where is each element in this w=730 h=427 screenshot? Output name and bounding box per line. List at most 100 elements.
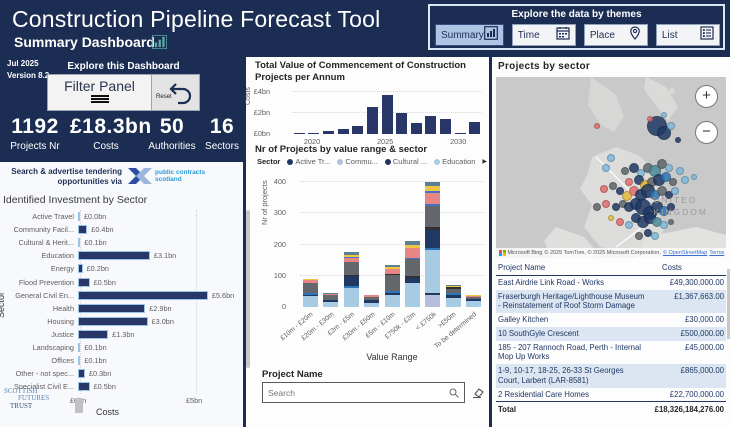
stacked-bar[interactable] <box>445 285 461 307</box>
openstreetmap-link[interactable]: © OpenStreetMap <box>662 250 708 256</box>
filter-panel-button[interactable]: Filter Panel <box>47 74 152 111</box>
project-bubble[interactable] <box>620 167 629 176</box>
sector-bar[interactable] <box>78 238 81 248</box>
projects-map[interactable]: UNITED KINGDOM + − Microsoft Bing © 2025… <box>496 77 726 258</box>
annual-bar[interactable] <box>410 122 422 134</box>
table-row[interactable]: Fraserburgh Heritage/Lighthouse Museum -… <box>496 289 726 314</box>
project-bubble[interactable] <box>616 187 625 196</box>
project-bubble[interactable] <box>625 177 634 186</box>
sector-bar[interactable] <box>78 225 88 235</box>
theme-button-place[interactable]: Place <box>583 24 648 46</box>
project-bubble[interactable] <box>611 203 620 212</box>
stacked-bar[interactable] <box>323 292 339 307</box>
project-bubble[interactable] <box>594 122 601 129</box>
annual-bar[interactable] <box>439 119 451 134</box>
stacked-bar[interactable] <box>302 278 318 307</box>
project-bubble[interactable] <box>625 221 634 230</box>
annual-bar[interactable] <box>352 125 364 134</box>
project-bubble[interactable] <box>667 218 674 225</box>
annual-bar[interactable] <box>366 107 378 134</box>
sector-bar[interactable] <box>78 264 83 274</box>
table-row[interactable]: East Airdrie Link Road - Works £49,300,00… <box>496 276 726 290</box>
vertical-scrollbar[interactable] <box>246 210 250 368</box>
legend-item[interactable]: Cultural ... <box>384 157 427 166</box>
project-bubble[interactable] <box>600 185 609 194</box>
legend-item[interactable]: Active Tr... <box>287 157 330 166</box>
sector-bar[interactable] <box>78 329 109 339</box>
sector-bar[interactable] <box>78 212 80 222</box>
theme-button-list[interactable]: List <box>655 24 720 46</box>
stacked-bar[interactable] <box>343 252 359 307</box>
stacked-bar[interactable] <box>384 264 400 307</box>
sector-bar[interactable] <box>78 303 146 313</box>
chart-scrollbar-handle[interactable] <box>75 398 83 413</box>
table-header[interactable]: Project Name Costs <box>496 261 726 276</box>
project-bubble[interactable] <box>634 232 643 241</box>
project-bubble[interactable] <box>656 126 671 141</box>
terms-link[interactable]: Terms <box>709 250 725 256</box>
search-icon[interactable] <box>449 388 459 398</box>
project-bubble[interactable] <box>680 176 689 185</box>
legend-item[interactable]: Commu... <box>337 157 378 166</box>
project-bubble[interactable] <box>608 215 614 222</box>
sector-bar[interactable] <box>78 316 148 326</box>
annual-bar[interactable] <box>381 94 393 134</box>
project-bubble[interactable] <box>629 162 639 173</box>
project-bubble[interactable] <box>607 154 615 163</box>
project-bubble[interactable] <box>664 190 673 199</box>
reset-button[interactable]: Reset <box>152 74 200 111</box>
public-contracts-scotland-logo[interactable]: public contracts scotland <box>128 168 205 184</box>
project-bubble[interactable] <box>666 121 675 130</box>
theme-button-summary[interactable]: Summary <box>435 24 504 46</box>
stacked-bar[interactable] <box>364 294 380 307</box>
table-scrollbar[interactable] <box>727 269 730 339</box>
project-search-box[interactable] <box>262 382 465 403</box>
project-bubble[interactable] <box>690 173 697 180</box>
annual-bar[interactable] <box>308 133 320 134</box>
table-row[interactable]: Galley Kitchen £30,000.00 <box>496 313 726 327</box>
sector-bar[interactable] <box>78 277 90 287</box>
annual-bar[interactable] <box>454 133 466 134</box>
annual-bar[interactable] <box>425 115 437 134</box>
eraser-icon[interactable] <box>471 386 484 399</box>
project-bubble[interactable] <box>658 205 669 216</box>
zoom-in-button[interactable]: + <box>695 85 718 108</box>
table-row[interactable]: 2 Residential Care Homes £22,700,000.00 <box>496 388 726 402</box>
stacked-bar[interactable] <box>466 294 482 307</box>
project-bubble[interactable] <box>664 163 673 172</box>
project-bubble[interactable] <box>616 217 625 226</box>
table-row[interactable]: 185 - 207 Rannoch Road, Perth - Internal… <box>496 341 726 364</box>
search-input[interactable] <box>268 387 449 398</box>
theme-button-time[interactable]: Time <box>511 24 576 46</box>
sector-bar[interactable] <box>78 251 150 261</box>
legend-item[interactable]: Education <box>434 157 475 166</box>
sector-bar[interactable] <box>78 369 85 379</box>
annual-bar[interactable] <box>323 131 335 134</box>
table-row[interactable]: 10 SouthGyle Crescent £500,000.00 <box>496 326 726 341</box>
project-bubble[interactable] <box>609 181 618 190</box>
sector-bar[interactable] <box>78 342 81 352</box>
project-bubble[interactable] <box>659 221 668 230</box>
project-bubble[interactable] <box>650 232 659 241</box>
sector-bar[interactable] <box>78 356 81 366</box>
project-bubble[interactable] <box>661 171 672 182</box>
annual-bar[interactable] <box>396 113 408 134</box>
project-bubble[interactable] <box>602 199 611 208</box>
annual-bar[interactable] <box>469 121 481 134</box>
annual-bar[interactable] <box>337 129 349 134</box>
project-bubble[interactable] <box>674 137 681 144</box>
project-bubble[interactable] <box>593 203 602 212</box>
project-bubble[interactable] <box>669 177 678 186</box>
project-bubble[interactable] <box>660 112 667 118</box>
table-row[interactable]: 1-9, 10-17, 18-25, 26-33 St Georges Cour… <box>496 364 726 388</box>
project-bubble[interactable] <box>671 187 680 196</box>
project-bubble[interactable] <box>666 203 675 212</box>
stacked-bar[interactable] <box>425 182 441 307</box>
annual-bar[interactable] <box>293 133 305 134</box>
sector-bar[interactable] <box>78 382 90 392</box>
project-bubble[interactable] <box>647 115 654 122</box>
legend-more-arrow-icon[interactable]: ▶ <box>482 159 488 165</box>
project-bubble[interactable] <box>602 163 611 172</box>
stacked-bar[interactable] <box>404 241 420 307</box>
project-bubble[interactable] <box>622 191 633 202</box>
